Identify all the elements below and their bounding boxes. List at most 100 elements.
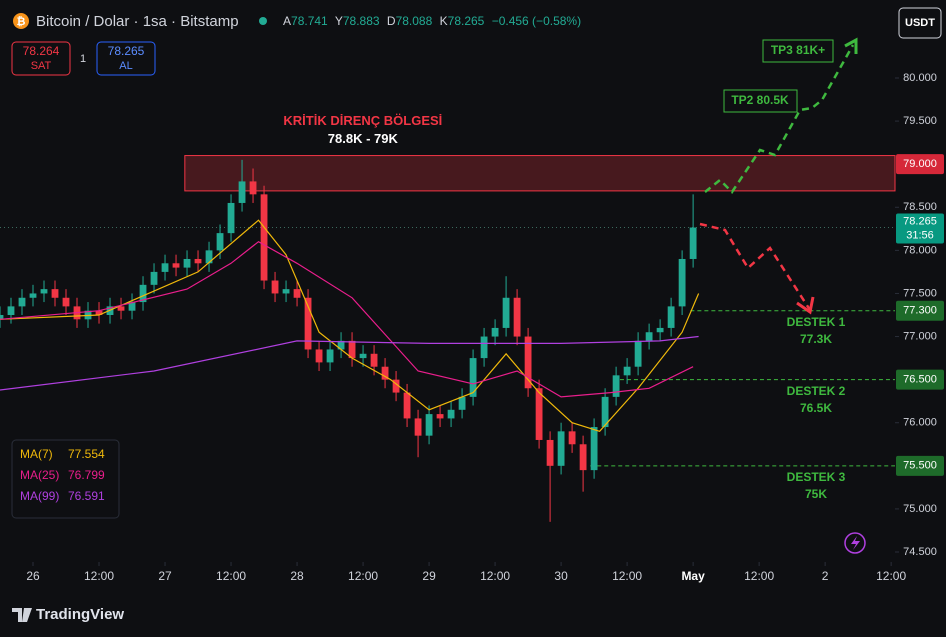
candle-body <box>513 297 521 337</box>
support-name: DESTEK 2 <box>787 384 846 398</box>
ohlc-value: 78.883 <box>343 14 380 28</box>
candle-body <box>271 280 279 294</box>
target-box <box>723 89 798 113</box>
support-name: DESTEK 1 <box>787 315 846 329</box>
support-label: 76.500 <box>903 374 937 386</box>
alert-icon[interactable] <box>844 532 866 554</box>
candle-body <box>502 297 510 328</box>
x-tick-label: May <box>681 569 705 583</box>
current-price: 78.265 <box>903 215 937 227</box>
ohlc-value: 78.265 <box>448 14 485 28</box>
candle-body <box>359 353 367 359</box>
support-value: 75K <box>805 487 827 501</box>
candle-body <box>623 366 631 376</box>
candle-body <box>183 258 191 268</box>
candle-body <box>557 431 565 466</box>
candle-body <box>634 340 642 367</box>
candle-body <box>0 314 4 320</box>
candle-body <box>348 340 356 359</box>
candle-body <box>667 306 675 328</box>
ohlc-label: D <box>387 14 396 28</box>
candle-body <box>524 336 532 389</box>
change: −0.456 (−0.58%) <box>492 14 581 28</box>
ohlc-label: Y <box>335 14 343 28</box>
buy-button[interactable]: 78.265 AL <box>96 41 156 76</box>
candle-body <box>447 409 455 419</box>
support-box <box>896 300 944 321</box>
candle-body <box>139 284 147 303</box>
quantity: 1 <box>80 53 86 65</box>
bull-path <box>704 44 855 194</box>
candle-body <box>7 306 15 315</box>
candle-body <box>293 289 301 298</box>
candle-body <box>392 379 400 393</box>
x-tick-label: 26 <box>26 569 40 583</box>
candle-body <box>568 431 576 445</box>
current-price-box <box>896 213 944 244</box>
candle-body <box>62 297 70 307</box>
candle-body <box>590 427 598 471</box>
candle-body <box>117 306 125 311</box>
currency-button[interactable]: USDT <box>898 7 942 39</box>
x-tick-label: 28 <box>290 569 304 583</box>
support-label: 77.300 <box>903 305 937 317</box>
resistance-zone <box>184 155 896 192</box>
y-tick-label: 77.000 <box>903 330 937 342</box>
price-line-label: 79.000 <box>903 158 937 170</box>
candle-body <box>326 349 334 363</box>
candle-body <box>337 340 345 350</box>
candle-body <box>260 194 268 281</box>
candle-body <box>678 258 686 307</box>
candle-body <box>205 250 213 264</box>
candle-body <box>436 414 444 419</box>
y-tick-label: 78.500 <box>903 201 937 213</box>
candle-body <box>194 258 202 264</box>
y-tick-label: 77.500 <box>903 287 937 299</box>
countdown: 31:56 <box>906 229 934 241</box>
y-tick-label: 75.000 <box>903 503 937 515</box>
y-tick-label: 79.500 <box>903 115 937 127</box>
legend-value: 76.591 <box>68 489 105 503</box>
bear-arrowhead <box>796 296 815 315</box>
legend-value: 77.554 <box>68 447 105 461</box>
candle-body <box>150 271 158 285</box>
ma-line <box>0 219 700 432</box>
bull-arrowhead <box>844 37 858 54</box>
y-tick-label: 74.500 <box>903 546 937 558</box>
candle-body <box>29 293 37 298</box>
x-tick-label: 29 <box>422 569 436 583</box>
sell-button[interactable]: 78.264 SAT <box>11 41 71 76</box>
btc-icon <box>13 13 29 29</box>
candle-body <box>249 181 257 195</box>
support-name: DESTEK 3 <box>787 470 846 484</box>
candle-body <box>612 375 620 397</box>
x-tick-label: 2 <box>822 569 829 583</box>
ma-line <box>0 240 694 398</box>
plot-area: KRİTİK DİRENÇ BÖLGESİ 78.8K - 79K DESTEK 1… <box>0 113 896 522</box>
legend-name: MA(25) <box>20 468 59 482</box>
ohlc-label: K <box>440 14 448 28</box>
target-box <box>762 39 834 63</box>
target-label: TP2 80.5K <box>731 93 789 107</box>
ohlc-value: 78.741 <box>291 14 328 28</box>
candle-body <box>51 289 59 298</box>
x-tick-label: 12:00 <box>348 569 378 583</box>
candle-body <box>304 297 312 350</box>
legend-name: MA(99) <box>20 489 59 503</box>
candle-body <box>227 202 235 234</box>
candle-body <box>95 310 103 315</box>
y-tick-label: 76.000 <box>903 417 937 429</box>
support-box <box>896 369 944 390</box>
legend-box <box>11 439 120 519</box>
candle-body <box>18 297 26 307</box>
currency-box <box>898 7 942 39</box>
x-tick-label: 12:00 <box>876 569 906 583</box>
currency: USDT <box>905 17 935 29</box>
support-box <box>896 455 944 476</box>
x-tick-label: 12:00 <box>216 569 246 583</box>
legend-name: MA(7) <box>20 447 53 461</box>
candle-body <box>414 418 422 436</box>
candle-body <box>161 263 169 272</box>
x-tick-label: 12:00 <box>84 569 114 583</box>
